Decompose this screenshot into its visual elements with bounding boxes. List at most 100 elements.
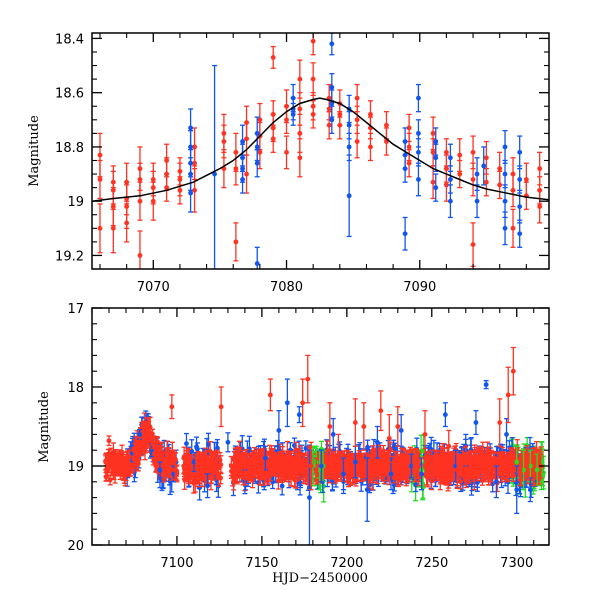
data-point	[284, 117, 289, 123]
red-band-point	[354, 124, 360, 159]
data-point	[430, 130, 436, 136]
blue-band-point	[402, 216, 408, 251]
data-point	[150, 177, 156, 182]
data-point	[254, 144, 260, 150]
data-point	[297, 76, 303, 82]
data-point	[517, 231, 523, 237]
red-band-point	[537, 189, 543, 224]
blue-band-point	[502, 159, 508, 189]
data-point	[392, 446, 398, 452]
blue-band-point	[240, 165, 246, 194]
data-point	[457, 171, 463, 177]
red-band-point	[270, 45, 276, 69]
red-band-point	[483, 167, 489, 197]
data-point	[474, 171, 480, 177]
data-point	[510, 225, 516, 231]
data-point	[310, 111, 316, 117]
data-point	[284, 149, 289, 155]
data-point	[97, 225, 103, 231]
blue-band-point	[447, 184, 453, 219]
data-point	[164, 185, 170, 191]
data-point	[354, 95, 360, 101]
data-point	[510, 187, 516, 193]
data-point	[406, 144, 412, 150]
data-point	[240, 139, 245, 144]
red-band-point	[310, 100, 316, 129]
data-point	[184, 441, 189, 447]
data-point	[483, 179, 489, 185]
data-point	[254, 160, 260, 166]
blue-band-point	[346, 154, 352, 238]
data-point	[502, 144, 508, 150]
blue-band-point	[502, 130, 508, 164]
data-point	[517, 204, 523, 210]
data-point	[329, 101, 335, 106]
red-band-point	[510, 208, 516, 248]
data-point	[517, 149, 523, 155]
red-band-point	[297, 138, 303, 178]
y-tick-label: 18.6	[55, 87, 84, 102]
data-point	[444, 149, 449, 155]
data-point	[137, 253, 143, 258]
data-point	[290, 111, 296, 117]
data-point	[337, 122, 343, 128]
red-band-point	[124, 203, 130, 243]
data-point	[384, 122, 389, 128]
red-band-point	[270, 124, 276, 154]
red-band-point	[284, 105, 290, 135]
data-point	[444, 182, 449, 188]
y-tick-label: 18.8	[55, 141, 84, 156]
data-point	[112, 454, 118, 460]
blue-band-point	[212, 64, 218, 269]
red-band-point	[326, 111, 332, 140]
data-point	[517, 177, 523, 182]
red-band-point	[112, 449, 118, 465]
bottom-data-layer	[103, 346, 547, 545]
data-point	[192, 187, 197, 193]
data-point	[270, 136, 276, 142]
data-point	[329, 41, 335, 47]
data-point	[257, 149, 263, 155]
data-point	[346, 122, 352, 128]
red-band-point	[177, 176, 183, 205]
data-point	[502, 225, 508, 231]
data-point	[254, 261, 260, 266]
red-band-point	[284, 135, 290, 170]
data-point	[354, 139, 360, 144]
data-point	[297, 106, 303, 112]
data-point	[188, 125, 193, 131]
data-point	[297, 155, 303, 161]
data-point	[502, 198, 508, 204]
blue-band-point	[254, 246, 260, 269]
blue-band-point	[415, 83, 421, 113]
red-band-point	[497, 170, 503, 200]
data-point	[354, 117, 360, 123]
data-point	[326, 106, 332, 112]
red-band-point	[457, 159, 463, 189]
red-band-point	[310, 33, 316, 56]
red-band-point	[137, 230, 143, 269]
y-tick-label: 19.2	[55, 249, 84, 264]
data-point	[416, 177, 421, 182]
data-point	[416, 149, 421, 155]
red-band-point	[383, 127, 389, 156]
data-point	[212, 171, 217, 177]
x-tick-label: 7090	[403, 280, 436, 295]
data-point	[448, 198, 453, 204]
red-band-point	[119, 444, 125, 464]
top-data-layer	[97, 33, 543, 269]
blue-band-point	[415, 138, 421, 167]
data-point	[433, 185, 439, 191]
red-band-point	[244, 154, 250, 194]
blue-band-point	[188, 173, 194, 213]
data-point	[368, 144, 373, 150]
data-point	[257, 117, 263, 123]
data-point	[244, 136, 249, 142]
data-point	[346, 144, 352, 150]
data-point	[124, 220, 130, 226]
data-point	[537, 166, 543, 172]
data-point	[192, 160, 197, 166]
data-point	[97, 177, 103, 182]
